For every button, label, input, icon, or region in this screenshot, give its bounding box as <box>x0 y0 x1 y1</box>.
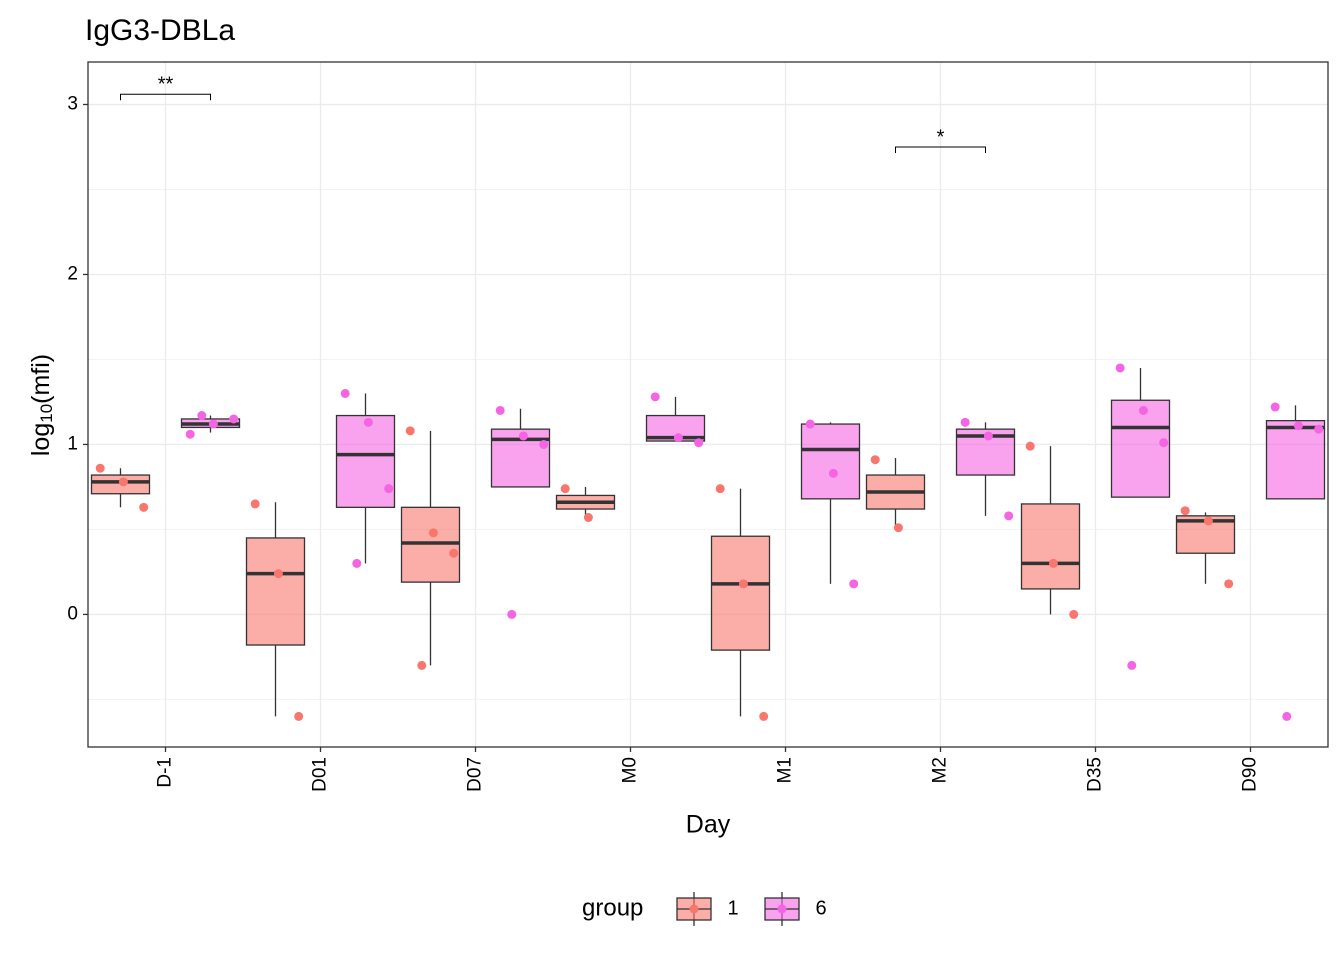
box <box>1110 399 1171 498</box>
data-point <box>340 388 350 398</box>
data-point <box>1004 511 1014 521</box>
y-tick-label: 1 <box>67 433 78 454</box>
data-point <box>715 484 725 494</box>
data-point <box>1282 711 1292 721</box>
y-tick-label: 3 <box>67 94 78 115</box>
data-point <box>363 417 373 427</box>
panel-border <box>87 61 1329 748</box>
data-point <box>1314 424 1324 434</box>
x-axis-label: Day <box>686 811 731 839</box>
data-point <box>849 579 859 589</box>
data-point <box>650 392 660 402</box>
box <box>710 535 771 651</box>
data-point <box>960 417 970 427</box>
data-point <box>870 455 880 465</box>
data-point <box>1203 516 1213 526</box>
y-label-part: log <box>27 423 55 456</box>
data-point <box>805 419 815 429</box>
y-label-subscript: 10 <box>37 404 56 423</box>
legend-key-point <box>689 904 699 914</box>
data-point <box>983 431 993 441</box>
box <box>1265 419 1326 500</box>
x-tick-label: D01 <box>310 757 331 792</box>
x-tick-label: D-1 <box>155 757 176 788</box>
x-tick-label: D07 <box>465 757 486 792</box>
data-point <box>95 463 105 473</box>
box <box>245 537 306 646</box>
data-point <box>828 468 838 478</box>
data-point <box>495 405 505 415</box>
y-tick-label: 2 <box>67 263 78 284</box>
data-point <box>507 609 517 619</box>
data-point <box>449 548 459 558</box>
x-tick-label: D90 <box>1240 757 1261 792</box>
data-point <box>673 433 683 443</box>
data-point <box>229 414 239 424</box>
legend-label: 6 <box>815 897 826 919</box>
data-point <box>1293 421 1303 431</box>
data-point <box>759 711 769 721</box>
data-point <box>250 499 260 509</box>
data-point <box>384 484 394 494</box>
box <box>1020 503 1081 590</box>
data-point <box>1025 441 1035 451</box>
data-point <box>583 513 593 523</box>
data-point <box>294 711 304 721</box>
significance-label: ** <box>158 74 174 96</box>
significance-bracket <box>895 146 986 153</box>
data-point <box>1270 402 1280 412</box>
box <box>335 414 396 508</box>
data-point <box>560 484 570 494</box>
data-point <box>185 429 195 439</box>
data-point <box>1224 579 1234 589</box>
y-axis-label: log10(mfi) <box>27 354 57 456</box>
data-point <box>539 439 549 449</box>
data-point <box>139 502 149 512</box>
data-point <box>208 419 218 429</box>
y-tick-label: 0 <box>67 603 78 624</box>
x-tick-label: M0 <box>620 757 641 783</box>
x-tick-label: M2 <box>930 757 951 783</box>
data-point <box>428 528 438 538</box>
x-tick-label: D35 <box>1085 757 1106 792</box>
chart-title: IgG3-DBLa <box>85 14 235 47</box>
y-label-part: (mfi) <box>27 354 55 404</box>
data-point <box>1115 363 1125 373</box>
significance-label: * <box>937 126 945 148</box>
data-point <box>197 411 207 421</box>
data-point <box>352 558 362 568</box>
data-point <box>405 426 415 436</box>
data-point <box>1048 558 1058 568</box>
data-point <box>738 579 748 589</box>
data-point <box>1180 506 1190 516</box>
data-point <box>1069 609 1079 619</box>
legend-title: group <box>582 894 643 921</box>
data-point <box>1127 660 1137 670</box>
data-point <box>118 477 128 487</box>
data-point <box>893 523 903 533</box>
box <box>800 423 861 500</box>
significance-bracket <box>120 93 211 101</box>
data-point <box>1138 405 1148 415</box>
legend-key-point <box>777 904 787 914</box>
data-point <box>1159 438 1169 448</box>
data-point <box>694 438 704 448</box>
legend-label: 1 <box>727 897 738 919</box>
data-point <box>273 569 283 579</box>
data-point <box>417 660 427 670</box>
x-tick-label: M1 <box>775 757 796 783</box>
data-point <box>518 431 528 441</box>
